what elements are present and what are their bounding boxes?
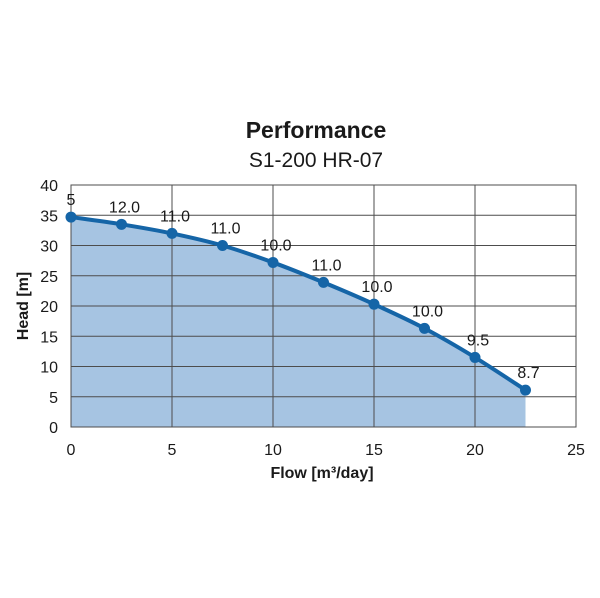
y-tick-label: 15 [40, 329, 58, 346]
data-label: 11.0 [160, 208, 190, 225]
data-labels-layer: 5 12.0 11.0 11.0 10.0 11.0 10.0 10.0 9.5 8.7 [67, 192, 540, 382]
y-tick-label: 20 [40, 299, 58, 316]
y-tick-label: 35 [40, 208, 58, 225]
data-point [520, 384, 531, 396]
chart-title: Performance [246, 117, 387, 143]
y-tick-label: 5 [49, 390, 58, 407]
data-label: 12.0 [109, 199, 140, 216]
data-point [368, 298, 380, 310]
chart-subtitle: S1-200 HR-07 [249, 149, 383, 172]
data-point [469, 351, 481, 363]
x-tick-label: 0 [67, 442, 76, 459]
x-tick-label: 20 [466, 442, 484, 459]
data-label: 5 [67, 192, 76, 209]
y-tick-labels: 0 5 10 15 20 25 30 35 40 [40, 178, 58, 437]
data-label: 11.0 [211, 221, 241, 238]
series-line-layer [69, 215, 528, 393]
data-label: 8.7 [517, 365, 539, 382]
data-point [166, 227, 178, 239]
data-label: 10.0 [260, 237, 291, 254]
y-tick-label: 10 [40, 360, 58, 377]
area-fill-layer [71, 217, 526, 427]
plot-border [70, 184, 577, 428]
x-axis-label: Flow [m³/day] [270, 465, 373, 482]
y-tick-label: 40 [40, 178, 58, 195]
x-tick-label: 15 [365, 442, 383, 459]
y-tick-label: 30 [40, 239, 58, 256]
data-label: 10.0 [412, 303, 443, 320]
area-fill [71, 217, 526, 427]
y-axis-label: Head [m] [15, 272, 32, 340]
data-label: 10.0 [361, 279, 392, 296]
data-point [419, 322, 430, 334]
data-point [217, 240, 228, 251]
data-point [267, 256, 279, 268]
x-tick-labels: 0 5 10 15 20 25 [67, 442, 585, 459]
data-point [65, 211, 77, 223]
data-label: 9.5 [467, 332, 489, 349]
grid-layer [70, 184, 577, 428]
x-tick-label: 25 [567, 442, 585, 459]
data-point [318, 276, 329, 288]
data-point [116, 218, 127, 230]
data-label: 11.0 [312, 257, 342, 274]
y-tick-label: 25 [40, 269, 58, 286]
data-points-layer [65, 211, 531, 396]
series-line [69, 215, 528, 393]
y-tick-label: 0 [49, 420, 58, 437]
x-tick-label: 10 [264, 442, 282, 459]
x-tick-label: 5 [168, 442, 177, 459]
